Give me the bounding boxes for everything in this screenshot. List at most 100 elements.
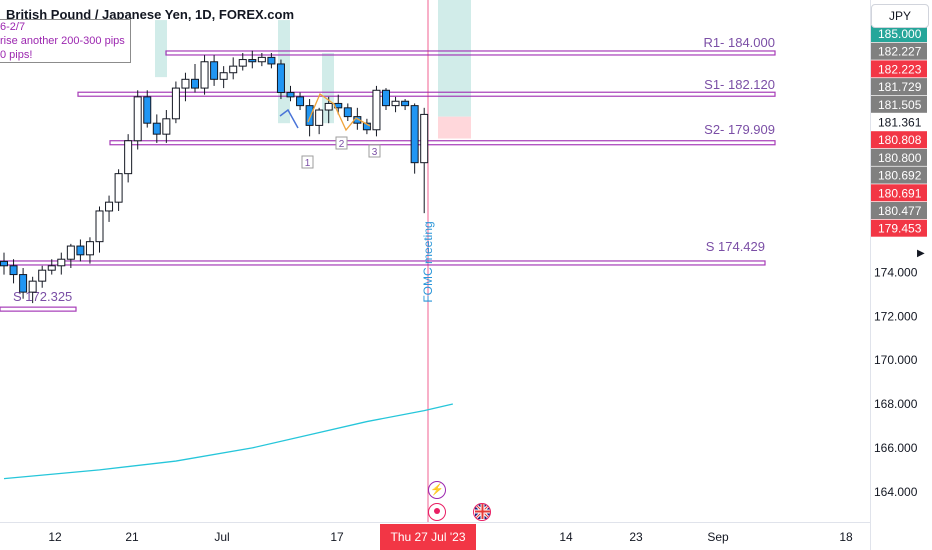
candle-body	[28, 280, 37, 293]
price-label: 180.808	[878, 133, 922, 147]
candle-body	[420, 113, 429, 164]
zigzag-annotation	[279, 108, 299, 129]
level-label-1: S1- 182.120	[704, 77, 775, 92]
candle-body	[286, 91, 295, 98]
price-label: 180.691	[878, 186, 922, 200]
record-dot-icon[interactable]	[428, 503, 446, 521]
wave-label: 1	[305, 158, 311, 169]
analysis-note[interactable]: 6-2/7 rise another 200-300 pips 0 pips!	[0, 19, 131, 63]
moving-average-line	[3, 403, 453, 480]
scroll-right-arrow-icon[interactable]: ▶	[917, 248, 925, 259]
currency-button[interactable]: JPY	[871, 4, 929, 28]
candle-body	[257, 56, 266, 63]
note-line-3: 0 pips!	[0, 49, 33, 61]
y-tick-label: 166.000	[874, 441, 918, 455]
candle-body	[219, 72, 228, 80]
x-tick-label: 18	[839, 530, 853, 544]
candle-body	[401, 100, 410, 107]
candle-body	[133, 96, 142, 142]
price-label-bg	[871, 202, 927, 219]
price-label: 179.453	[878, 222, 922, 236]
candle-body	[66, 245, 75, 260]
price-label: 180.477	[878, 204, 922, 218]
candle-body	[38, 269, 47, 282]
level-label-3: S 174.429	[706, 239, 765, 254]
y-tick-label: 168.000	[874, 397, 918, 411]
level-line-3	[0, 260, 766, 266]
wave-label: 2	[339, 139, 345, 150]
candle-body	[305, 105, 314, 126]
level-label-4: S 172.325	[13, 289, 72, 304]
price-label-bg	[871, 219, 927, 237]
candle-body	[315, 109, 324, 126]
candle-body	[343, 107, 352, 118]
y-tick-label: 164.000	[874, 485, 918, 499]
y-tick-label: 170.000	[874, 353, 918, 367]
price-label-bg	[871, 113, 927, 131]
candle-body	[210, 61, 219, 80]
candle-body	[76, 245, 85, 256]
price-axis-separator	[870, 0, 871, 550]
y-tick-label: 172.000	[874, 309, 918, 323]
candle-body	[152, 122, 161, 135]
lightning-icon[interactable]: ⚡	[428, 481, 446, 499]
candle-body	[382, 89, 390, 107]
candle-body	[114, 173, 123, 203]
x-tick-label: 14	[559, 530, 573, 544]
candle-body	[162, 118, 171, 135]
note-line-2: rise another 200-300 pips	[0, 35, 125, 47]
stop-zone	[438, 116, 471, 139]
price-label-bg	[871, 95, 927, 113]
candle-body	[85, 241, 94, 256]
price-label-bg	[871, 60, 927, 78]
wave-label-box	[335, 136, 348, 150]
candle-body	[410, 105, 419, 164]
projection-zone	[155, 20, 167, 78]
crosshair-date-label: Thu 27 Jul '23	[390, 530, 465, 544]
price-label: 180.800	[878, 151, 922, 165]
wave-label-box	[368, 144, 381, 158]
level-label-0: R1- 184.000	[703, 35, 775, 50]
level-line-0	[165, 50, 776, 56]
crosshair-date-bg	[380, 524, 476, 550]
target-zone	[438, 0, 471, 117]
level-line-2	[109, 140, 776, 146]
candle-body	[9, 265, 18, 276]
x-tick-label: 17	[330, 530, 344, 544]
zigzag-annotation	[307, 93, 371, 132]
price-label-bg	[871, 42, 927, 60]
price-label: 182.227	[878, 45, 922, 59]
candle-body	[372, 89, 381, 131]
price-label-bg	[871, 184, 927, 202]
projection-zone	[322, 52, 334, 124]
price-label: 180.692	[878, 169, 922, 183]
price-label-bg	[871, 25, 927, 42]
candle-body	[171, 87, 180, 120]
x-tick-label: 23	[629, 530, 643, 544]
time-axis-separator	[0, 522, 870, 523]
x-tick-label: Jul	[214, 530, 229, 544]
candle-body	[324, 102, 333, 111]
candle-body	[248, 59, 257, 63]
y-tick-label: 174.000	[874, 265, 918, 279]
candle-body	[143, 96, 152, 124]
price-label: 182.223	[878, 62, 922, 76]
candle-body	[276, 63, 285, 93]
price-label: 185.000	[878, 27, 922, 41]
candle-body	[229, 65, 238, 74]
price-label-bg	[871, 148, 927, 166]
symbol-title[interactable]: British Pound / Japanese Yen, 1D, FOREX.…	[6, 7, 295, 22]
candle-body	[362, 122, 371, 131]
level-line-4	[0, 306, 77, 312]
candle-body	[238, 59, 247, 67]
x-tick-label: Sep	[707, 530, 729, 544]
uk-flag-icon[interactable]	[473, 503, 491, 521]
candle-body	[0, 260, 8, 267]
price-label: 181.361	[878, 116, 922, 130]
candle-body	[296, 96, 305, 107]
price-label: 181.505	[878, 98, 922, 112]
candle-body	[191, 78, 199, 89]
candle-body	[124, 140, 133, 175]
wave-label-box	[301, 155, 314, 169]
